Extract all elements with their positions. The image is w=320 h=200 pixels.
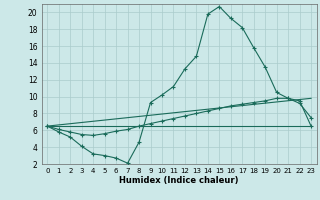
X-axis label: Humidex (Indice chaleur): Humidex (Indice chaleur) xyxy=(119,176,239,185)
